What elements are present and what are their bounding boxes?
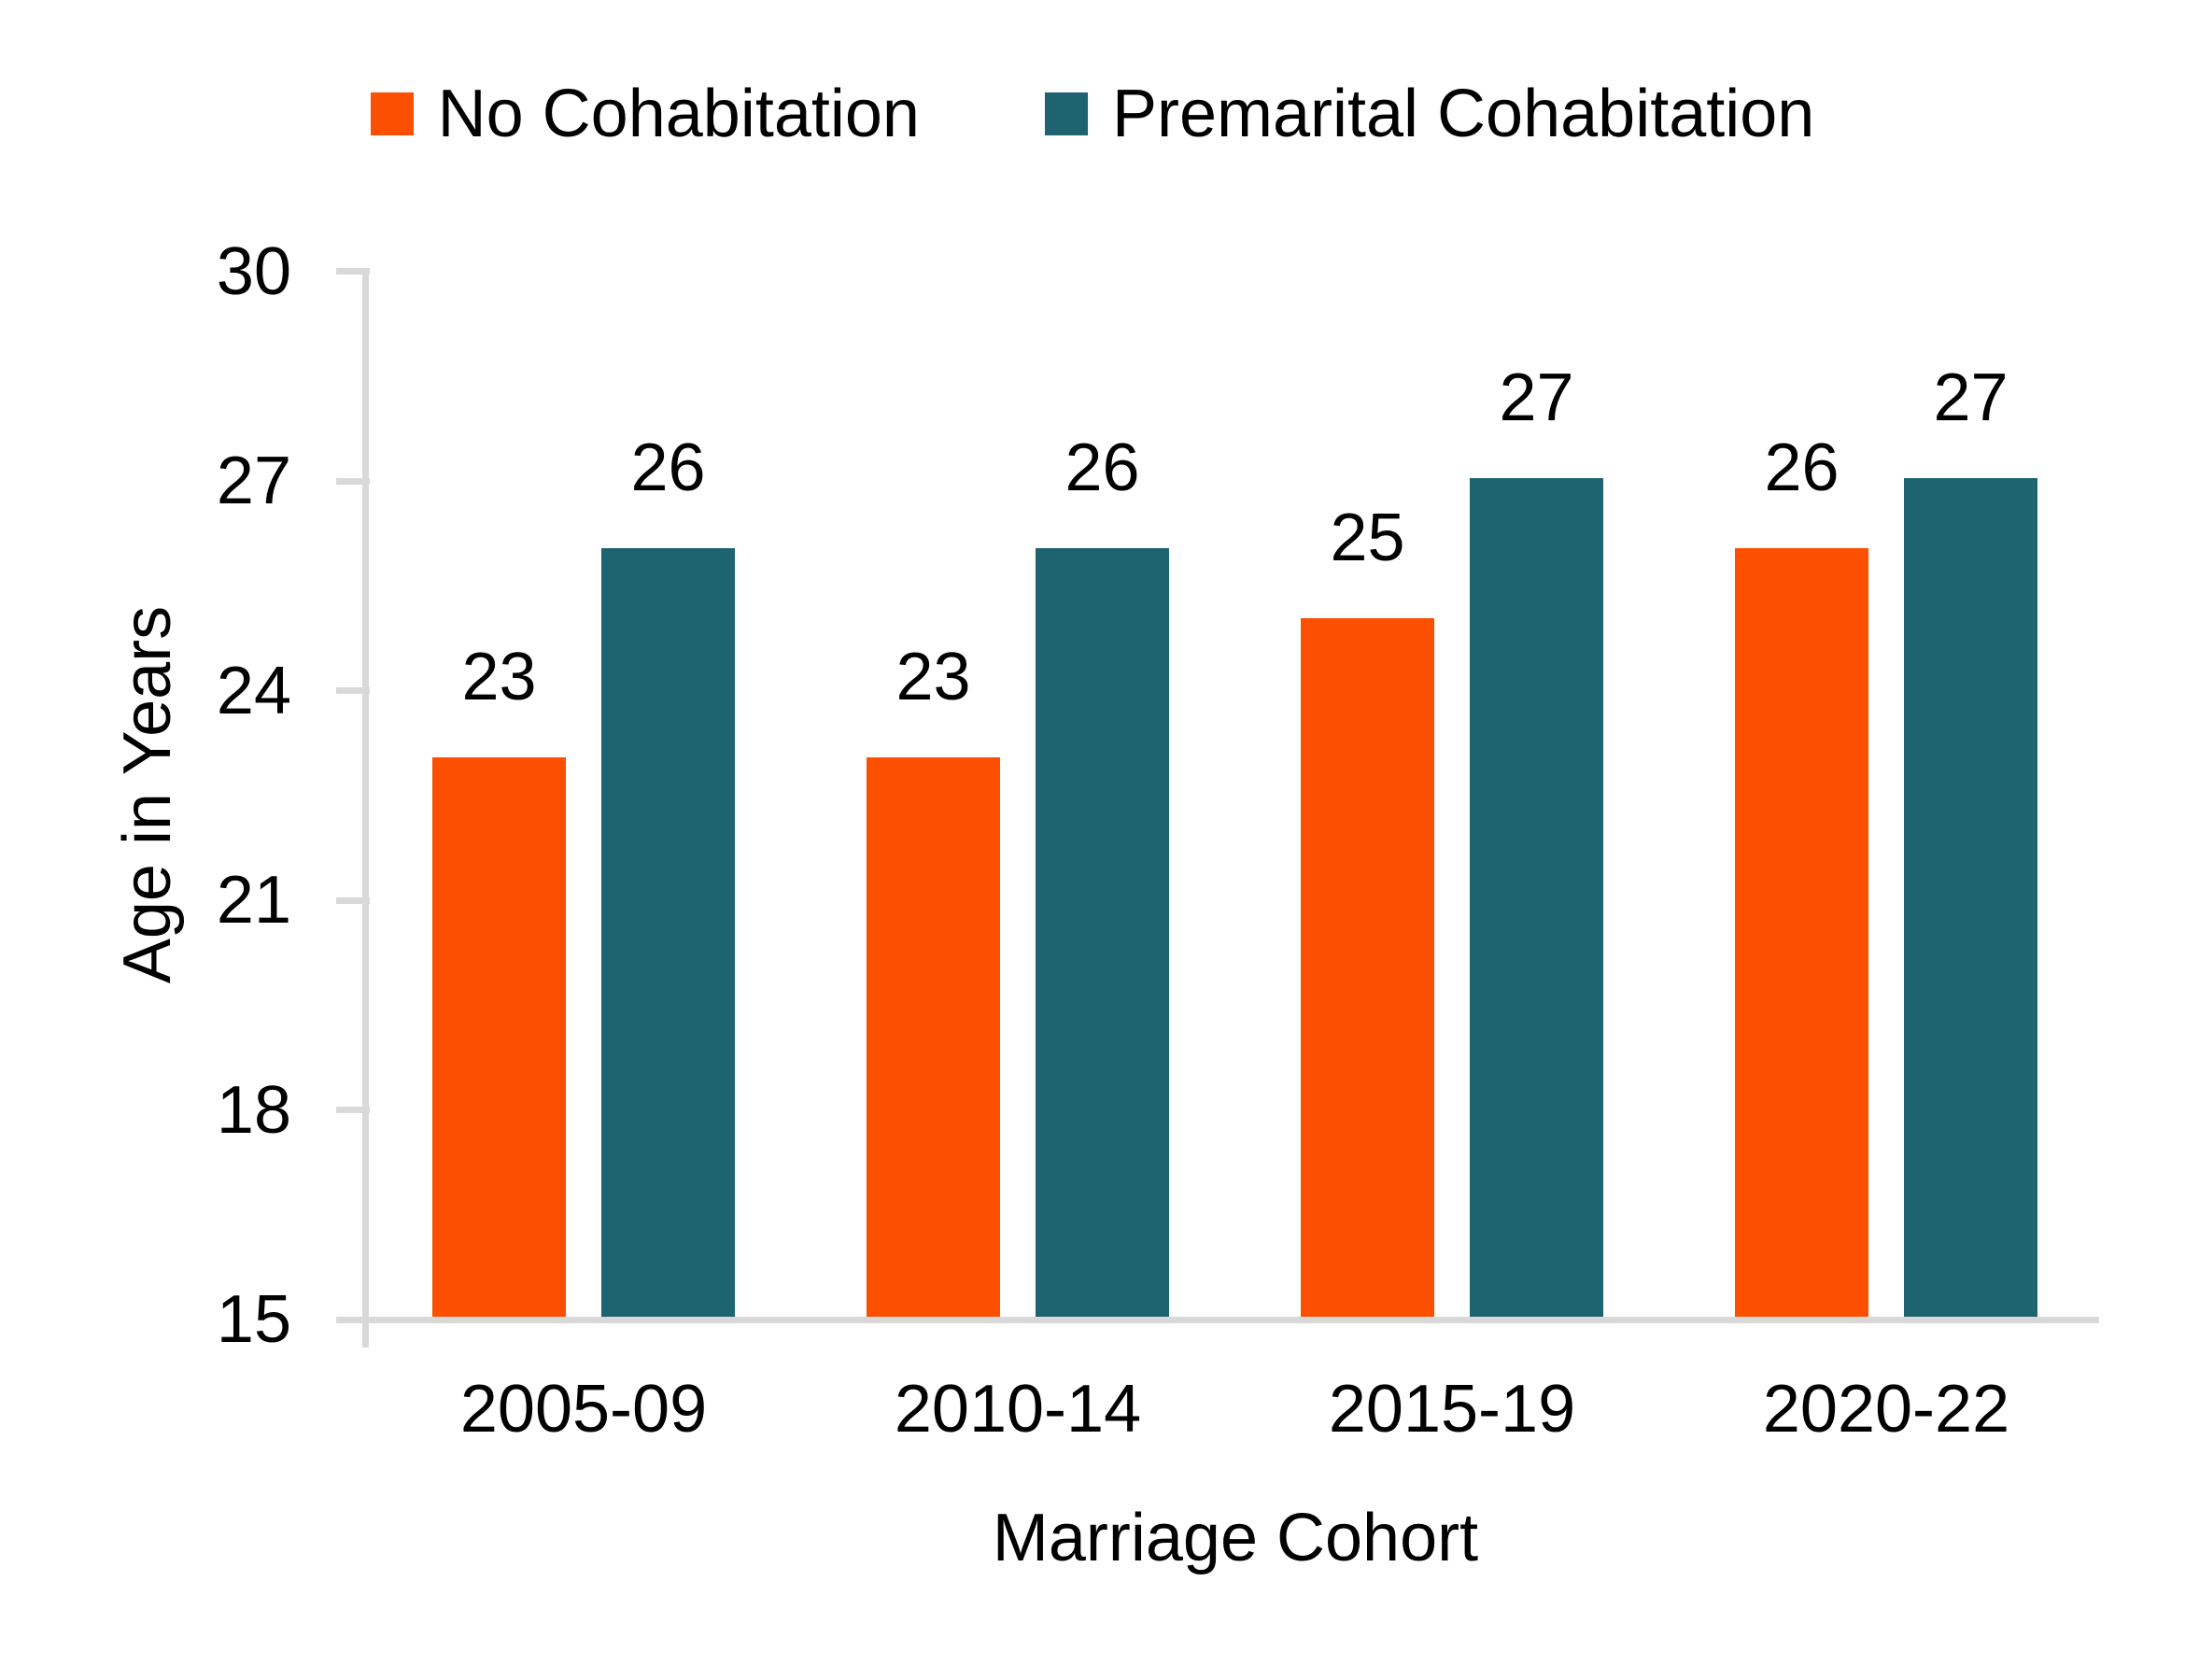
bar-no-cohabitation-2020-22 <box>1735 547 1868 1317</box>
y-axis-tick <box>336 477 370 485</box>
legend-label-premarital-cohabitation: Premarital Cohabitation <box>1111 77 1815 151</box>
legend-item-no-cohabitation: No Cohabitation <box>370 77 920 151</box>
legend-label-no-cohabitation: No Cohabitation <box>437 77 920 151</box>
legend-swatch-no-cohabitation-icon <box>370 92 414 135</box>
y-axis-tick <box>336 896 370 904</box>
y-axis-tick <box>336 1316 370 1323</box>
legend-item-premarital-cohabitation: Premarital Cohabitation <box>1044 77 1815 151</box>
bar-value-label: 26 <box>1064 430 1140 505</box>
bar-value-label: 23 <box>461 640 537 715</box>
x-axis-category-label: 2015-19 <box>1328 1372 1576 1447</box>
y-axis-tick-label: 24 <box>216 653 291 728</box>
y-axis-tick <box>336 268 370 275</box>
y-axis-tick-label: 18 <box>216 1072 291 1148</box>
bar-premarital-cohabitation-2005-09 <box>601 547 735 1317</box>
bar-value-label: 27 <box>1499 360 1574 436</box>
bar-value-label: 25 <box>1330 500 1405 575</box>
bar-value-label: 26 <box>630 430 706 505</box>
y-axis-tick <box>336 1107 370 1113</box>
bar-premarital-cohabitation-2010-14 <box>1036 547 1169 1317</box>
bar-premarital-cohabitation-2020-22 <box>1904 478 2037 1317</box>
x-axis-category-label: 2005-09 <box>459 1372 708 1447</box>
y-axis-title: Age in Years <box>110 605 185 984</box>
bar-value-label: 27 <box>1933 360 2009 436</box>
y-axis-tick-label: 21 <box>216 863 291 939</box>
bar-premarital-cohabitation-2015-19 <box>1470 478 1603 1317</box>
y-axis-tick-label: 30 <box>216 233 291 309</box>
bar-no-cohabitation-2005-09 <box>432 757 566 1317</box>
bar-no-cohabitation-2010-14 <box>867 757 1000 1317</box>
x-axis-title: Marriage Cohort <box>992 1501 1479 1575</box>
x-axis-category-label: 2020-22 <box>1762 1372 2010 1447</box>
y-axis-line <box>362 268 369 1348</box>
x-axis-line <box>338 1317 2099 1323</box>
legend: No Cohabitation Premarital Cohabitation <box>0 58 2185 170</box>
y-axis-tick-label: 27 <box>216 444 291 519</box>
bar-value-label: 26 <box>1764 430 1840 505</box>
y-axis-tick-label: 15 <box>216 1282 291 1357</box>
x-axis-category-label: 2010-14 <box>894 1372 1142 1447</box>
y-axis-tick <box>336 687 370 695</box>
bar-value-label: 23 <box>895 640 971 715</box>
legend-swatch-premarital-cohabitation-icon <box>1044 92 1088 135</box>
bar-no-cohabitation-2015-19 <box>1301 617 1434 1317</box>
